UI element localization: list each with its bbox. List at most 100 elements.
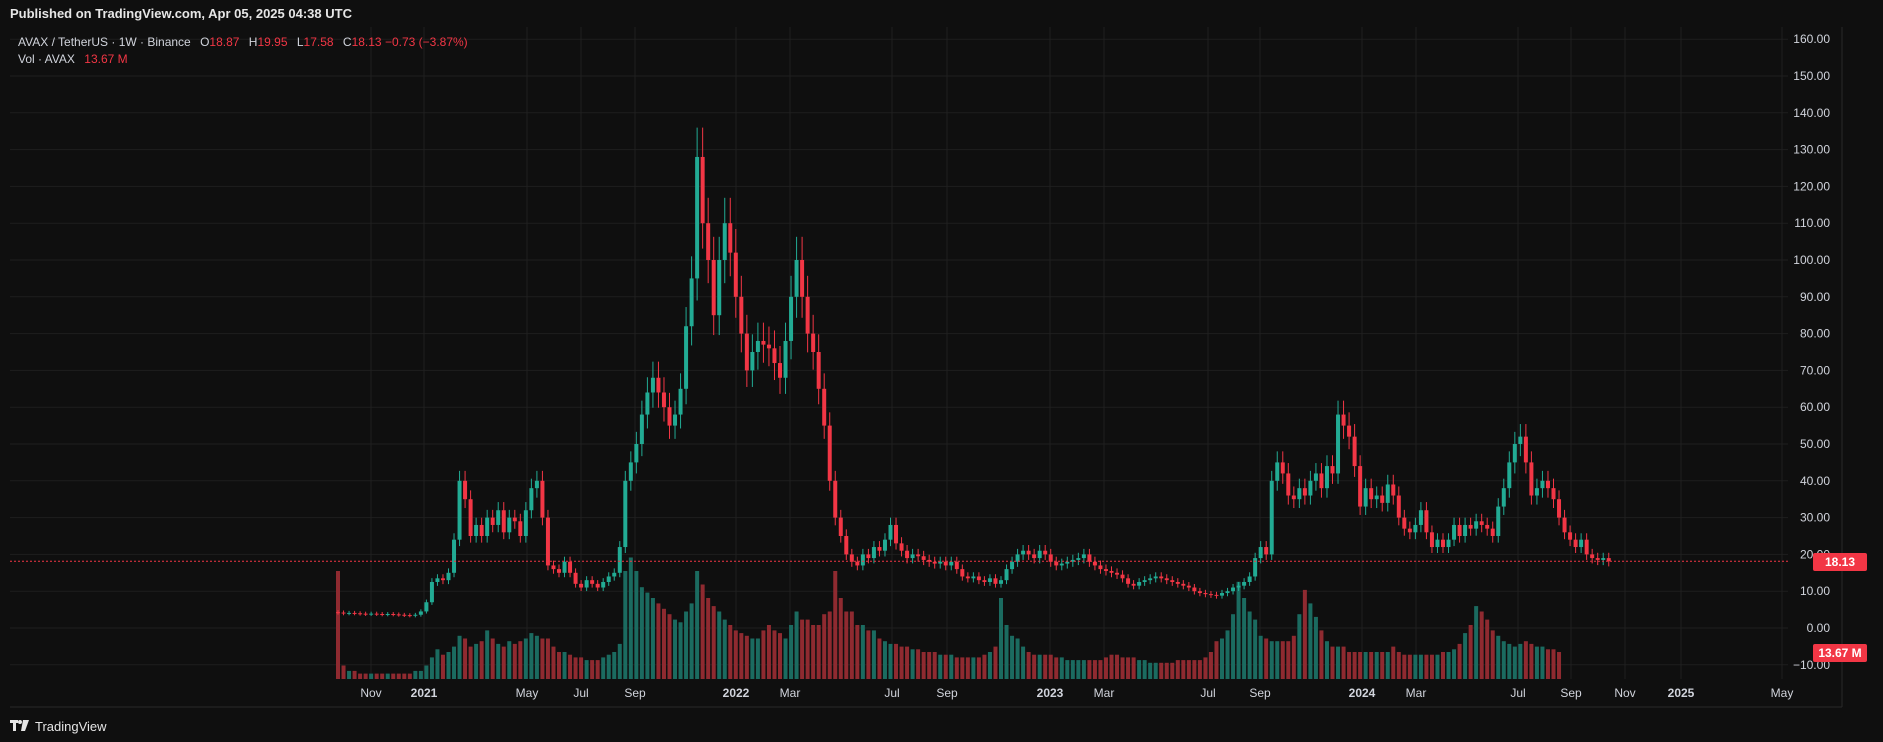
volume-bar: [877, 638, 882, 679]
volume-bar: [927, 652, 932, 679]
volume-value: 13.67 M: [84, 52, 128, 66]
volume-bar: [1347, 652, 1352, 679]
footer-brand: TradingView: [35, 718, 107, 734]
volume-bar: [1092, 660, 1097, 679]
candle-body: [463, 480, 468, 500]
y-tick-label: 120.00: [1793, 179, 1830, 193]
candle-body: [1601, 558, 1606, 560]
candle-body: [993, 578, 998, 584]
candle-body: [474, 524, 479, 536]
volume-bar: [700, 584, 705, 679]
candle-body: [700, 156, 705, 224]
candle-body: [965, 576, 970, 579]
volume-label[interactable]: Vol · AVAX: [18, 52, 75, 66]
volume-bar: [1142, 660, 1147, 679]
volume-bar: [374, 673, 379, 679]
time-axis[interactable]: Nov 2021 May Jul Sep 2022 Mar Jul Sep 2023 Mar Jul S…: [360, 686, 1793, 700]
x-tick-label: Sep: [936, 686, 958, 700]
candle-body: [949, 561, 954, 566]
candle-body: [479, 524, 484, 536]
candle-body: [794, 260, 799, 297]
candle-body: [1557, 499, 1562, 518]
candle-body: [1358, 466, 1363, 507]
candle-body: [347, 612, 352, 614]
y-tick-label: 40.00: [1800, 474, 1830, 488]
volume-bar: [1103, 657, 1108, 679]
candle-body: [1347, 425, 1352, 437]
volume-bar: [341, 665, 346, 679]
candle-body: [1142, 580, 1147, 582]
volume-bar: [711, 606, 716, 679]
volume-bar: [871, 630, 876, 679]
volume-bar: [601, 657, 606, 679]
candle-body: [1595, 558, 1600, 560]
candle-body: [1446, 539, 1451, 548]
volume-bar: [1413, 654, 1418, 679]
volume-bar: [1308, 603, 1313, 679]
candle-body: [446, 572, 451, 581]
volume-bar: [402, 673, 407, 679]
volume-bar: [418, 670, 423, 679]
volume-bar: [673, 619, 678, 679]
candle-body: [595, 583, 600, 588]
x-tick-label: 2021: [411, 686, 438, 700]
candle-body: [999, 580, 1003, 584]
volume-bar: [452, 646, 457, 679]
volume-bar: [1203, 657, 1208, 679]
candle-body: [894, 524, 899, 544]
candle-body: [1319, 473, 1324, 489]
candle-body: [816, 352, 821, 389]
volume-bar: [523, 638, 528, 679]
chart-legend: AVAX / TetherUS · 1W · Binance O18.87 H1…: [18, 34, 468, 68]
candle-body: [1159, 576, 1164, 579]
candle-body: [789, 296, 794, 341]
candle-body: [1131, 583, 1136, 586]
candle-body: [540, 480, 545, 518]
candle-body: [1441, 539, 1445, 548]
candle-body: [429, 582, 434, 603]
volume-bar: [1457, 643, 1462, 679]
symbol-label[interactable]: AVAX / TetherUS · 1W · Binance: [18, 35, 191, 49]
volume-bar: [855, 625, 860, 679]
candle-body: [728, 223, 733, 253]
volume-tag: 13.67 M: [1813, 644, 1867, 662]
candle-body: [1175, 582, 1180, 584]
candle-body: [1026, 550, 1031, 555]
volume-bar: [1474, 606, 1479, 679]
candle-body: [706, 223, 711, 260]
volume-bar: [866, 630, 871, 679]
volume-bar: [380, 673, 385, 679]
volume-bar: [1441, 652, 1445, 679]
volume-bar: [1507, 643, 1512, 679]
candle-body: [1153, 576, 1158, 579]
candle-body: [1231, 587, 1236, 592]
y-tick-label: 60.00: [1800, 400, 1830, 414]
candle-body: [424, 602, 429, 612]
volume-bar: [684, 611, 689, 679]
volume-bar: [1264, 638, 1269, 679]
price-chart[interactable]: 160.00 150.00 140.00 130.00 120.00 110.00 100.…: [0, 26, 1883, 710]
y-tick-label: 70.00: [1800, 363, 1830, 377]
close-label: C: [342, 35, 352, 49]
volume-bar: [474, 643, 479, 679]
volume-bar: [689, 603, 694, 679]
candle-body: [778, 363, 782, 378]
y-tick-label: 110.00: [1794, 216, 1830, 230]
ohlc-line: AVAX / TetherUS · 1W · Binance O18.87 H1…: [18, 34, 468, 51]
volume-bar: [888, 643, 893, 679]
volume-bar: [921, 652, 926, 679]
candles: [336, 127, 1611, 618]
volume-bar: [1501, 641, 1506, 679]
candle-body: [1297, 488, 1302, 500]
volume-bar: [1087, 660, 1092, 679]
candle-body: [413, 614, 418, 616]
tradingview-footer[interactable]: TradingView: [10, 716, 107, 736]
volume-bar: [645, 592, 650, 679]
candle-body: [1203, 593, 1208, 595]
candle-body: [1115, 572, 1120, 575]
candle-body: [440, 578, 445, 581]
volume-bar: [1225, 630, 1230, 679]
volume-bar: [1496, 635, 1501, 679]
volume-bar: [1021, 646, 1026, 679]
candle-body: [407, 615, 412, 617]
